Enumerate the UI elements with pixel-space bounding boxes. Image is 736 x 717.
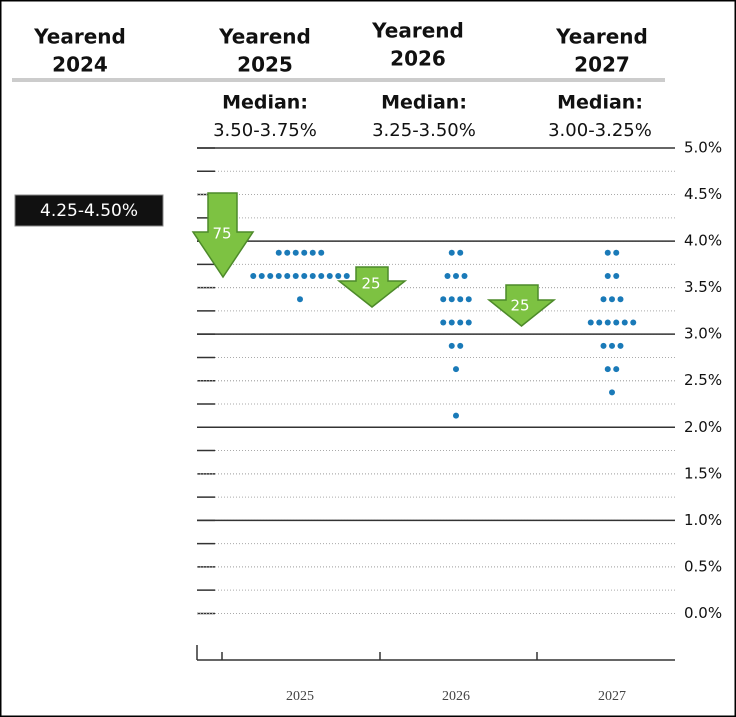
x-tick-label: 2025	[286, 689, 314, 704]
median-heading: Median:	[381, 92, 467, 114]
dot	[596, 319, 603, 326]
dot	[440, 319, 447, 326]
dot	[275, 249, 282, 256]
dot	[617, 296, 624, 303]
dot	[297, 296, 303, 303]
y-tick-label: 0.0%	[684, 604, 722, 622]
y-tick-label: 4.5%	[684, 185, 722, 203]
median-range: 3.25-3.50%	[372, 120, 476, 141]
dot	[250, 273, 257, 279]
dot	[609, 296, 615, 303]
dot	[465, 319, 472, 326]
y-tick-label: 1.0%	[684, 511, 722, 529]
dot	[604, 273, 611, 279]
dot	[457, 296, 464, 303]
column-header: 2027	[574, 53, 630, 77]
dot	[461, 273, 468, 279]
dot	[326, 273, 333, 279]
dot	[613, 273, 620, 279]
dot	[604, 319, 611, 326]
dot	[448, 319, 455, 326]
dot	[448, 249, 455, 256]
dot	[609, 342, 615, 349]
dot	[453, 412, 459, 419]
dot	[613, 366, 620, 373]
current-rate: 4.25-4.50%	[40, 201, 138, 221]
y-tick-label: 0.5%	[684, 557, 722, 575]
dot	[613, 319, 620, 326]
dot	[292, 273, 299, 279]
cut-size: 25	[510, 297, 529, 315]
dot	[600, 296, 607, 303]
y-tick-label: 3.5%	[684, 278, 722, 296]
y-tick-label: 2.5%	[684, 371, 722, 389]
y-tick-label: 1.5%	[684, 464, 722, 482]
dot	[457, 342, 464, 349]
dot	[292, 249, 299, 256]
column-header: Yearend	[555, 25, 648, 49]
dot	[457, 249, 464, 256]
dot	[309, 273, 316, 279]
y-tick-label: 2.0%	[684, 418, 722, 436]
median-heading: Median:	[557, 92, 643, 114]
column-header: Yearend	[218, 25, 311, 49]
dot	[309, 249, 316, 256]
cut-arrow	[336, 266, 408, 308]
median-range: 3.50-3.75%	[213, 120, 317, 141]
dot	[258, 273, 265, 279]
column-header: Yearend	[33, 25, 126, 49]
dot	[604, 249, 611, 256]
dot	[267, 273, 274, 279]
dot	[444, 273, 451, 279]
dot	[453, 366, 459, 373]
dot	[275, 273, 282, 279]
current-rate-box	[14, 194, 164, 227]
column-header: 2025	[237, 53, 293, 77]
y-tick-label: 5.0%	[684, 139, 722, 157]
cut-size: 25	[361, 275, 380, 293]
dot	[301, 249, 308, 256]
column-header: 2024	[52, 53, 108, 77]
y-tick-label: 4.0%	[684, 232, 722, 250]
dot	[440, 296, 447, 303]
dot	[453, 273, 459, 279]
dot	[613, 249, 620, 256]
dot	[301, 273, 308, 279]
dot	[284, 249, 291, 256]
dot	[284, 273, 291, 279]
dot	[448, 342, 455, 349]
dot	[617, 342, 624, 349]
cut-arrow	[486, 284, 557, 327]
dot	[448, 296, 455, 303]
dot	[600, 342, 607, 349]
column-header: 2026	[390, 47, 446, 71]
dot	[318, 273, 325, 279]
x-tick-label: 2027	[598, 689, 626, 704]
dot	[343, 273, 350, 279]
dot	[604, 366, 611, 373]
dot	[318, 249, 325, 256]
dot	[609, 389, 615, 396]
dot	[335, 273, 342, 279]
column-header: Yearend	[371, 19, 464, 43]
median-range: 3.00-3.25%	[548, 120, 652, 141]
median-heading: Median:	[222, 92, 308, 114]
dot	[465, 296, 472, 303]
cut-arrow	[191, 192, 255, 279]
dot	[457, 319, 464, 326]
x-tick-label: 2026	[442, 689, 470, 704]
dot	[587, 319, 594, 326]
dot	[621, 319, 628, 326]
cut-size: 75	[212, 225, 231, 243]
y-tick-label: 3.0%	[684, 325, 722, 343]
dot	[630, 319, 637, 326]
